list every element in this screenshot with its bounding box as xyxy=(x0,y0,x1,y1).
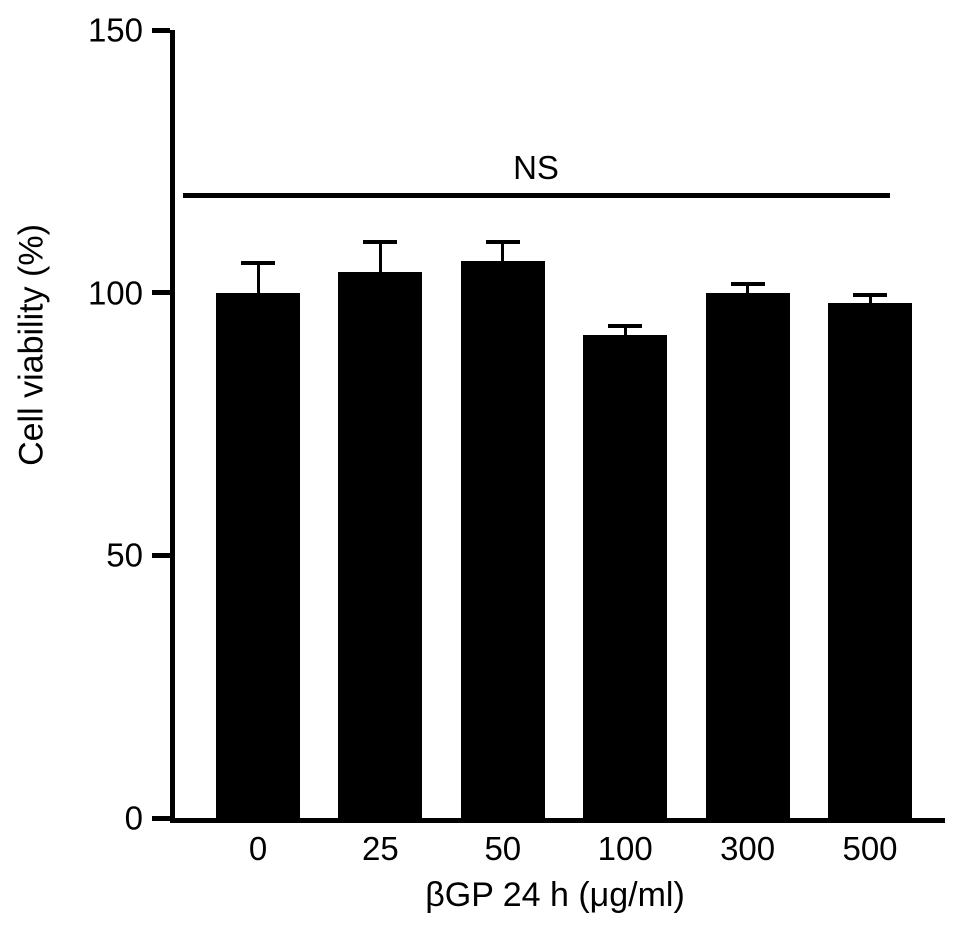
error-bar-line xyxy=(623,324,627,335)
bar xyxy=(828,303,912,818)
bar xyxy=(583,334,668,818)
error-bar-cap xyxy=(730,282,765,287)
x-axis-tick-label: 0 xyxy=(248,830,268,867)
x-axis-tick-label: 50 xyxy=(484,830,522,867)
x-axis-tick-label: 25 xyxy=(362,830,399,867)
error-bar-cap xyxy=(241,261,275,266)
y-axis-tick xyxy=(152,27,170,33)
bar xyxy=(460,261,545,818)
y-axis-tick-label: 100 xyxy=(87,274,143,312)
bar xyxy=(216,292,300,818)
x-axis-tick-label: 500 xyxy=(842,830,898,867)
y-axis-tick xyxy=(152,290,170,296)
error-bar-line xyxy=(501,240,505,262)
plot-area: NS 0 50 100 150 0 25 50 100 300 500 xyxy=(88,14,945,865)
y-axis-tick xyxy=(152,815,170,821)
x-axis-title: βGP 24 h (μg/ml) xyxy=(425,876,685,914)
y-axis-tick-label: 50 xyxy=(106,536,143,574)
error-bar-line xyxy=(868,292,872,304)
ns-label: NS xyxy=(513,149,559,187)
ns-line xyxy=(183,193,890,199)
bar xyxy=(338,271,423,818)
bar xyxy=(705,292,790,818)
error-bar-line xyxy=(746,282,750,293)
error-bar-line xyxy=(256,261,260,293)
x-axis-line xyxy=(170,818,945,823)
error-bar-cap xyxy=(608,324,643,329)
x-axis-tick-label: 100 xyxy=(597,830,653,867)
y-axis-tick-label: 150 xyxy=(87,11,143,49)
error-bar-cap xyxy=(853,292,887,297)
x-axis-tick-label: 300 xyxy=(720,830,776,867)
error-bar-cap xyxy=(485,240,520,245)
y-axis-line xyxy=(170,30,175,823)
y-axis-tick-label: 0 xyxy=(124,799,143,837)
error-bar-cap xyxy=(363,240,398,245)
error-bar-line xyxy=(378,240,382,272)
y-axis-title: Cell viability (%) xyxy=(12,224,51,466)
y-axis-tick xyxy=(152,552,170,558)
